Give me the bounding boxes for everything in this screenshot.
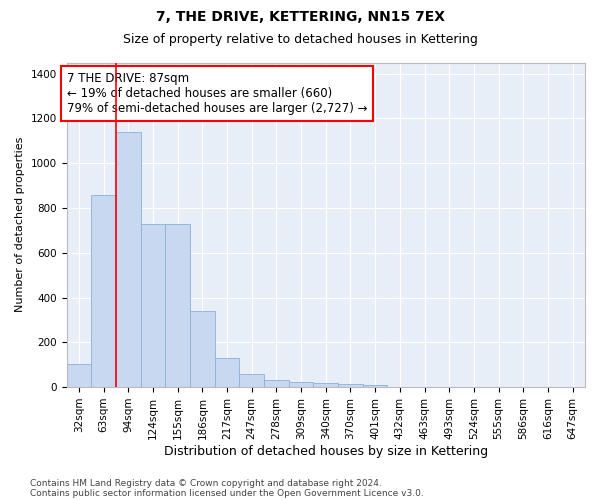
Bar [91,194,116,387]
X-axis label: Distribution of detached houses by size in Kettering: Distribution of detached houses by size … [164,444,488,458]
Y-axis label: Number of detached properties: Number of detached properties [15,137,25,312]
Bar [215,358,239,387]
Text: Size of property relative to detached houses in Kettering: Size of property relative to detached ho… [122,32,478,46]
Bar [67,364,91,387]
Text: Contains HM Land Registry data © Crown copyright and database right 2024.: Contains HM Land Registry data © Crown c… [30,478,382,488]
Bar [239,374,264,387]
Text: 7, THE DRIVE, KETTERING, NN15 7EX: 7, THE DRIVE, KETTERING, NN15 7EX [155,10,445,24]
Text: Contains public sector information licensed under the Open Government Licence v3: Contains public sector information licen… [30,488,424,498]
Bar [338,384,363,387]
Text: 7 THE DRIVE: 87sqm
← 19% of detached houses are smaller (660)
79% of semi-detach: 7 THE DRIVE: 87sqm ← 19% of detached hou… [67,72,367,115]
Bar [190,311,215,387]
Bar [116,132,140,387]
Bar [264,380,289,387]
Bar [140,224,165,387]
Bar [165,224,190,387]
Bar [363,385,388,387]
Bar [313,382,338,387]
Bar [289,382,313,387]
